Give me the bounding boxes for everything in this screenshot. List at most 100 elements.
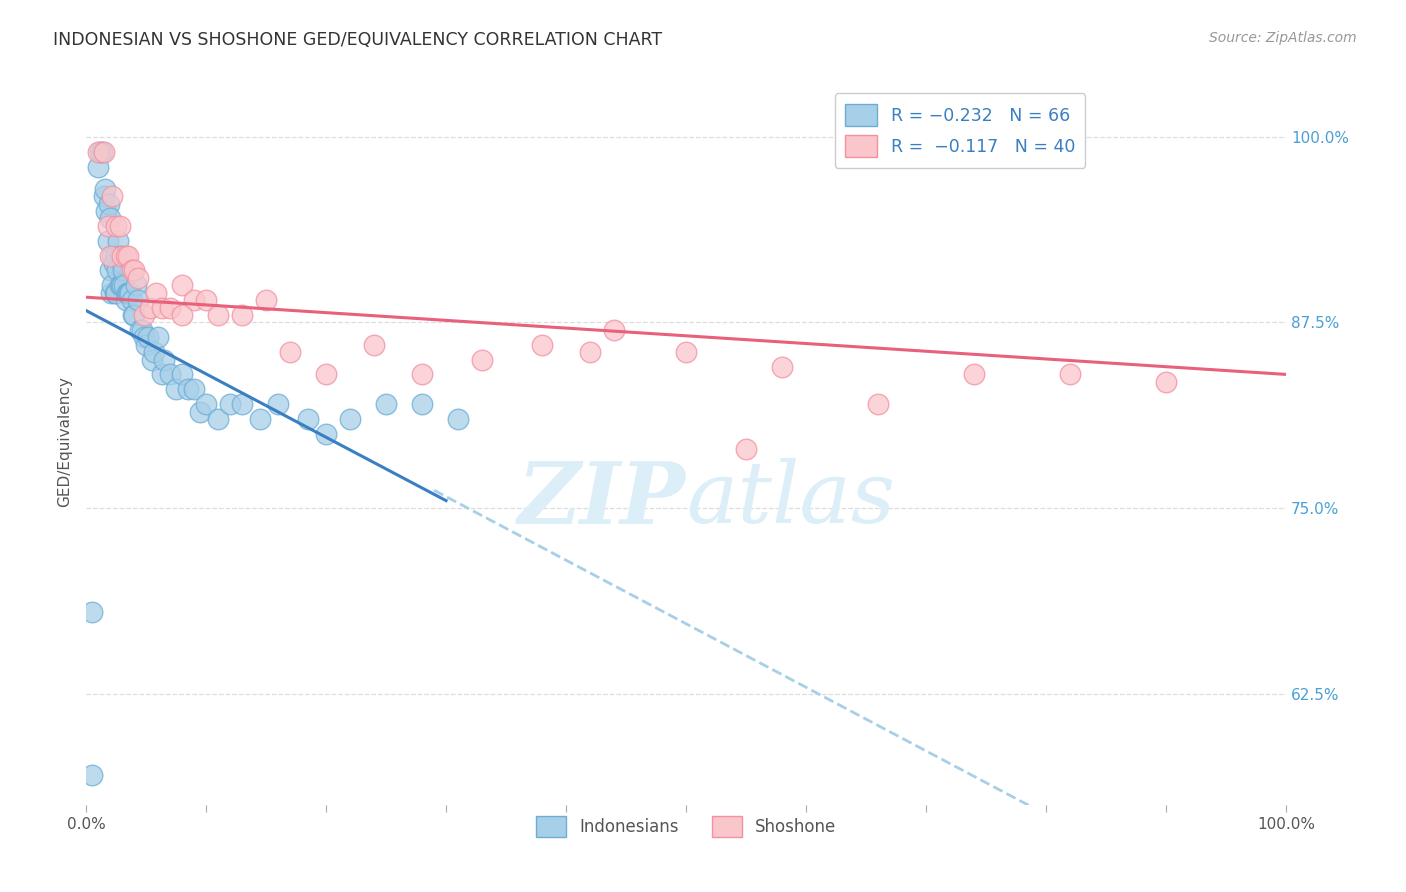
- Point: [114, 293, 136, 308]
- Point: [143, 345, 166, 359]
- Point: [1059, 368, 1081, 382]
- Point: [195, 293, 218, 308]
- Point: [114, 249, 136, 263]
- Point: [183, 293, 205, 308]
- Point: [94, 182, 117, 196]
- Point: [278, 345, 301, 359]
- Point: [80, 605, 103, 619]
- Point: [183, 382, 205, 396]
- Point: [89, 145, 111, 159]
- Point: [375, 397, 398, 411]
- Point: [146, 330, 169, 344]
- Point: [131, 323, 153, 337]
- Point: [170, 278, 193, 293]
- Point: [127, 293, 149, 308]
- Text: INDONESIAN VS SHOSHONE GED/EQUIVALENCY CORRELATION CHART: INDONESIAN VS SHOSHONE GED/EQUIVALENCY C…: [53, 31, 662, 49]
- Point: [579, 345, 602, 359]
- Point: [339, 412, 361, 426]
- Point: [603, 323, 626, 337]
- Point: [159, 301, 181, 315]
- Point: [98, 263, 121, 277]
- Point: [97, 196, 120, 211]
- Point: [675, 345, 697, 359]
- Point: [141, 352, 163, 367]
- Point: [411, 368, 433, 382]
- Point: [114, 278, 136, 293]
- Point: [107, 234, 129, 248]
- Point: [97, 219, 120, 233]
- Point: [188, 404, 211, 418]
- Y-axis label: GED/Equivalency: GED/Equivalency: [58, 376, 72, 507]
- Point: [159, 368, 181, 382]
- Point: [447, 412, 470, 426]
- Point: [104, 285, 127, 300]
- Point: [138, 330, 160, 344]
- Point: [170, 308, 193, 322]
- Point: [411, 397, 433, 411]
- Point: [98, 249, 121, 263]
- Point: [125, 278, 148, 293]
- Point: [165, 382, 187, 396]
- Point: [121, 308, 143, 322]
- Point: [122, 308, 145, 322]
- Point: [267, 397, 290, 411]
- Text: Source: ZipAtlas.com: Source: ZipAtlas.com: [1209, 31, 1357, 45]
- Point: [105, 219, 128, 233]
- Point: [866, 397, 889, 411]
- Point: [219, 397, 242, 411]
- Point: [118, 285, 141, 300]
- Point: [129, 323, 152, 337]
- Text: ZIP: ZIP: [519, 458, 686, 541]
- Point: [363, 337, 385, 351]
- Point: [121, 263, 143, 277]
- Point: [207, 308, 229, 322]
- Point: [170, 368, 193, 382]
- Point: [117, 285, 139, 300]
- Point: [231, 397, 253, 411]
- Point: [177, 382, 200, 396]
- Point: [127, 271, 149, 285]
- Point: [105, 263, 128, 277]
- Point: [254, 293, 277, 308]
- Point: [87, 145, 110, 159]
- Point: [132, 330, 155, 344]
- Point: [249, 412, 271, 426]
- Point: [80, 768, 103, 782]
- Point: [90, 145, 112, 159]
- Point: [138, 301, 160, 315]
- Point: [105, 249, 128, 263]
- Point: [770, 359, 793, 374]
- Point: [108, 249, 131, 263]
- Point: [100, 285, 122, 300]
- Point: [96, 204, 118, 219]
- Point: [108, 278, 131, 293]
- Point: [98, 211, 121, 226]
- Point: [1154, 375, 1177, 389]
- Point: [103, 256, 125, 270]
- Point: [735, 442, 758, 456]
- Point: [121, 293, 143, 308]
- Text: atlas: atlas: [686, 458, 896, 541]
- Point: [117, 249, 139, 263]
- Point: [297, 412, 319, 426]
- Point: [150, 301, 173, 315]
- Point: [101, 278, 124, 293]
- Point: [120, 285, 142, 300]
- Point: [195, 397, 218, 411]
- Point: [150, 368, 173, 382]
- Point: [97, 234, 120, 248]
- Point: [93, 145, 115, 159]
- Point: [531, 337, 554, 351]
- Point: [145, 285, 167, 300]
- Point: [963, 368, 986, 382]
- Point: [101, 189, 124, 203]
- Point: [122, 263, 145, 277]
- Point: [108, 219, 131, 233]
- Point: [111, 249, 134, 263]
- Point: [132, 308, 155, 322]
- Point: [315, 426, 337, 441]
- Point: [101, 249, 124, 263]
- Point: [471, 352, 494, 367]
- Point: [153, 352, 176, 367]
- Point: [93, 189, 115, 203]
